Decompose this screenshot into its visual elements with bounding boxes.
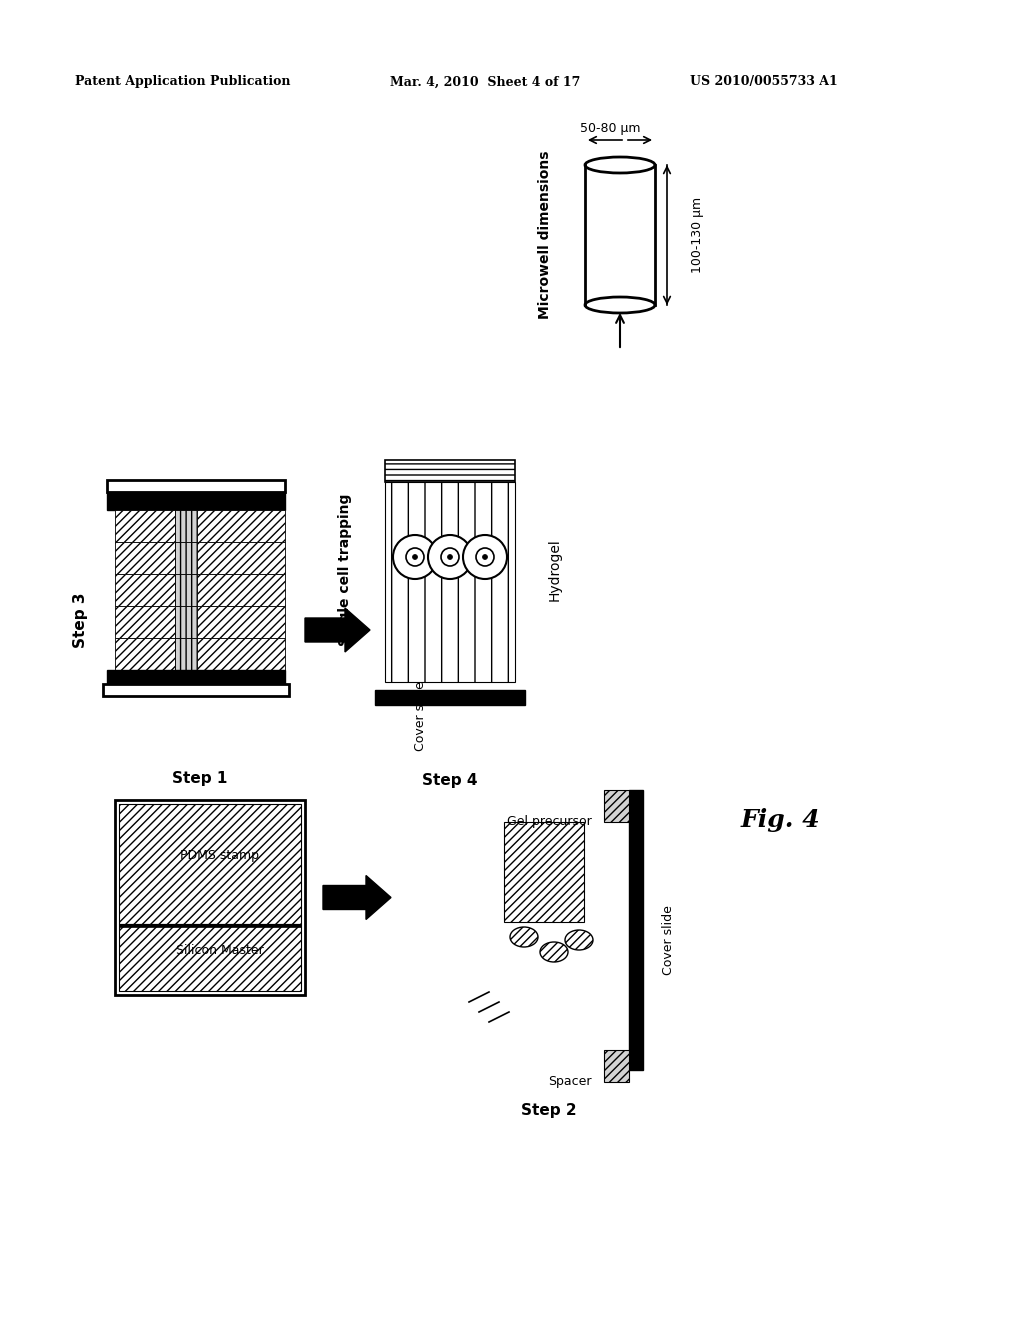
Circle shape — [393, 535, 437, 579]
Bar — [115, 543, 175, 574]
Bar — [197, 543, 285, 574]
Text: Hydrogel: Hydrogel — [548, 539, 562, 602]
Text: Cover slide: Cover slide — [663, 906, 676, 975]
Bar — [119, 804, 301, 924]
Bar — [175, 606, 197, 638]
Bar — [385, 459, 515, 482]
Circle shape — [406, 548, 424, 566]
Text: Mar. 4, 2010  Sheet 4 of 17: Mar. 4, 2010 Sheet 4 of 17 — [390, 75, 581, 88]
Circle shape — [482, 554, 487, 560]
Bar — [175, 574, 197, 606]
Circle shape — [447, 554, 453, 560]
Ellipse shape — [540, 942, 568, 962]
Circle shape — [463, 535, 507, 579]
Text: Step 2: Step 2 — [521, 1102, 577, 1118]
Text: Silicon Master: Silicon Master — [176, 944, 264, 957]
Circle shape — [413, 554, 418, 560]
Bar — [119, 924, 301, 991]
Text: Single cell trapping: Single cell trapping — [338, 494, 352, 647]
Text: US 2010/0055733 A1: US 2010/0055733 A1 — [690, 75, 838, 88]
Bar — [385, 482, 515, 682]
Ellipse shape — [510, 927, 538, 946]
Bar — [175, 543, 197, 574]
Text: Microwell dimensions: Microwell dimensions — [538, 150, 552, 319]
Bar — [115, 574, 175, 606]
Circle shape — [441, 548, 459, 566]
Bar — [106, 492, 285, 510]
Bar — [115, 638, 175, 671]
Bar — [119, 924, 301, 927]
Bar — [106, 480, 285, 492]
Circle shape — [476, 548, 494, 566]
Text: Step 3: Step 3 — [73, 593, 87, 648]
Bar — [115, 606, 175, 638]
Polygon shape — [323, 875, 391, 920]
Text: 100-130 μm: 100-130 μm — [690, 197, 703, 273]
Ellipse shape — [585, 297, 655, 313]
Bar — [103, 684, 289, 696]
Bar — [197, 606, 285, 638]
Text: Gel precursor: Gel precursor — [507, 816, 592, 829]
Bar — [115, 510, 175, 543]
Text: Patent Application Publication: Patent Application Publication — [75, 75, 291, 88]
Polygon shape — [305, 609, 370, 652]
Circle shape — [428, 535, 472, 579]
Text: 50-80 μm: 50-80 μm — [580, 121, 640, 135]
Text: PDMS stamp: PDMS stamp — [180, 849, 259, 862]
Text: Spacer: Spacer — [549, 1076, 592, 1089]
Bar — [197, 574, 285, 606]
Bar — [115, 800, 305, 995]
Bar — [175, 510, 197, 543]
Bar — [604, 789, 629, 822]
Text: Step 4: Step 4 — [422, 772, 478, 788]
Bar — [106, 671, 285, 684]
Bar — [629, 789, 643, 1071]
Bar — [197, 638, 285, 671]
Bar — [375, 690, 525, 705]
Text: Step 1: Step 1 — [172, 771, 227, 785]
Bar — [197, 510, 285, 543]
Text: Cover slide: Cover slide — [414, 681, 427, 751]
Bar — [604, 1049, 629, 1082]
Ellipse shape — [565, 931, 593, 950]
Ellipse shape — [585, 157, 655, 173]
Bar — [175, 638, 197, 671]
Bar — [504, 822, 584, 921]
Text: Fig. 4: Fig. 4 — [740, 808, 820, 832]
